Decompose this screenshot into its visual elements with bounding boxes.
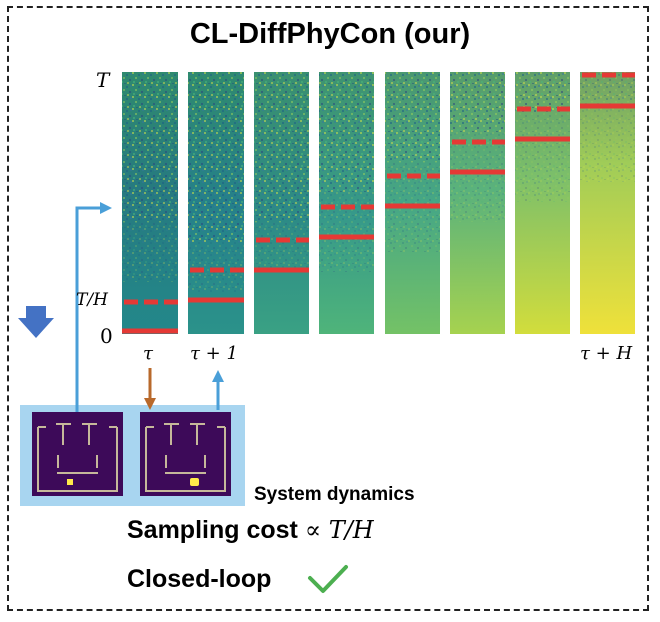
dashed-frame — [7, 6, 649, 611]
column-7 — [580, 72, 635, 334]
down-arrow-icon — [18, 306, 54, 338]
axis-mid-label: T/H — [76, 290, 108, 310]
system-dynamics-label: System dynamics — [254, 484, 415, 505]
column-5 — [450, 72, 505, 334]
column-3 — [319, 72, 374, 334]
maze-state-before — [32, 412, 123, 496]
feedback-arrow — [75, 202, 112, 412]
column-2 — [254, 72, 309, 334]
axis-bottom-label: 0 — [100, 324, 113, 348]
sampling-cost-prefix: Sampling cost — [127, 516, 298, 544]
noise-columns — [122, 72, 635, 334]
action-arrow — [144, 368, 156, 410]
maze-state-after — [140, 412, 231, 496]
column-6 — [515, 72, 570, 334]
solid-red-lines — [122, 103, 635, 334]
check-icon — [308, 565, 348, 593]
sampling-cost-expr: ∝ T/H — [304, 516, 374, 544]
column-1 — [188, 72, 244, 334]
tau-label: τ — [143, 343, 153, 364]
axis-top-label: T — [96, 68, 110, 92]
column-0 — [122, 72, 178, 334]
tau-plus-1-label: τ + 1 — [190, 343, 238, 364]
column-4 — [385, 72, 440, 334]
dashed-red-lines — [124, 72, 635, 305]
observation-arrow — [212, 370, 224, 410]
page-title: CL-DiffPhyCon (our) — [189, 18, 471, 50]
closed-loop-label: Closed-loop — [127, 565, 272, 593]
sampling-cost-label: Sampling cost ∝ T/H — [127, 516, 374, 545]
tau-plus-H-label: τ + H — [580, 343, 633, 364]
